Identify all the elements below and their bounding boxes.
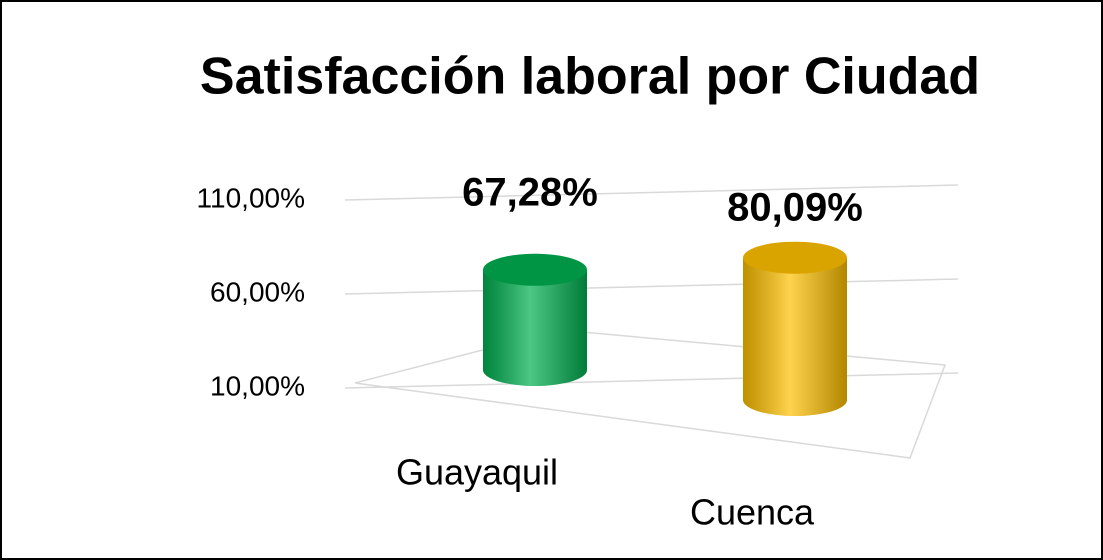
bar-top-shade (483, 253, 587, 286)
x-tick-label: Guayaquil (396, 452, 558, 493)
value-label: 67,28% (462, 171, 598, 215)
bar-top-shade (743, 241, 847, 274)
bar-top (743, 241, 847, 274)
y-tick-label: 60,00% (210, 276, 305, 307)
y-tick-label: 10,00% (210, 370, 305, 401)
grid-line (344, 372, 959, 389)
x-tick-label: Cuenca (690, 492, 815, 533)
bar-shading (743, 257, 847, 416)
chart-title: Satisfacción laboral por Ciudad (200, 48, 980, 106)
y-tick-label: 110,00% (197, 182, 305, 213)
bar-shading (483, 269, 587, 386)
grid-line (344, 184, 959, 201)
value-label: 80,09% (727, 186, 863, 230)
grid-line (344, 278, 959, 295)
bar-top (483, 253, 587, 286)
